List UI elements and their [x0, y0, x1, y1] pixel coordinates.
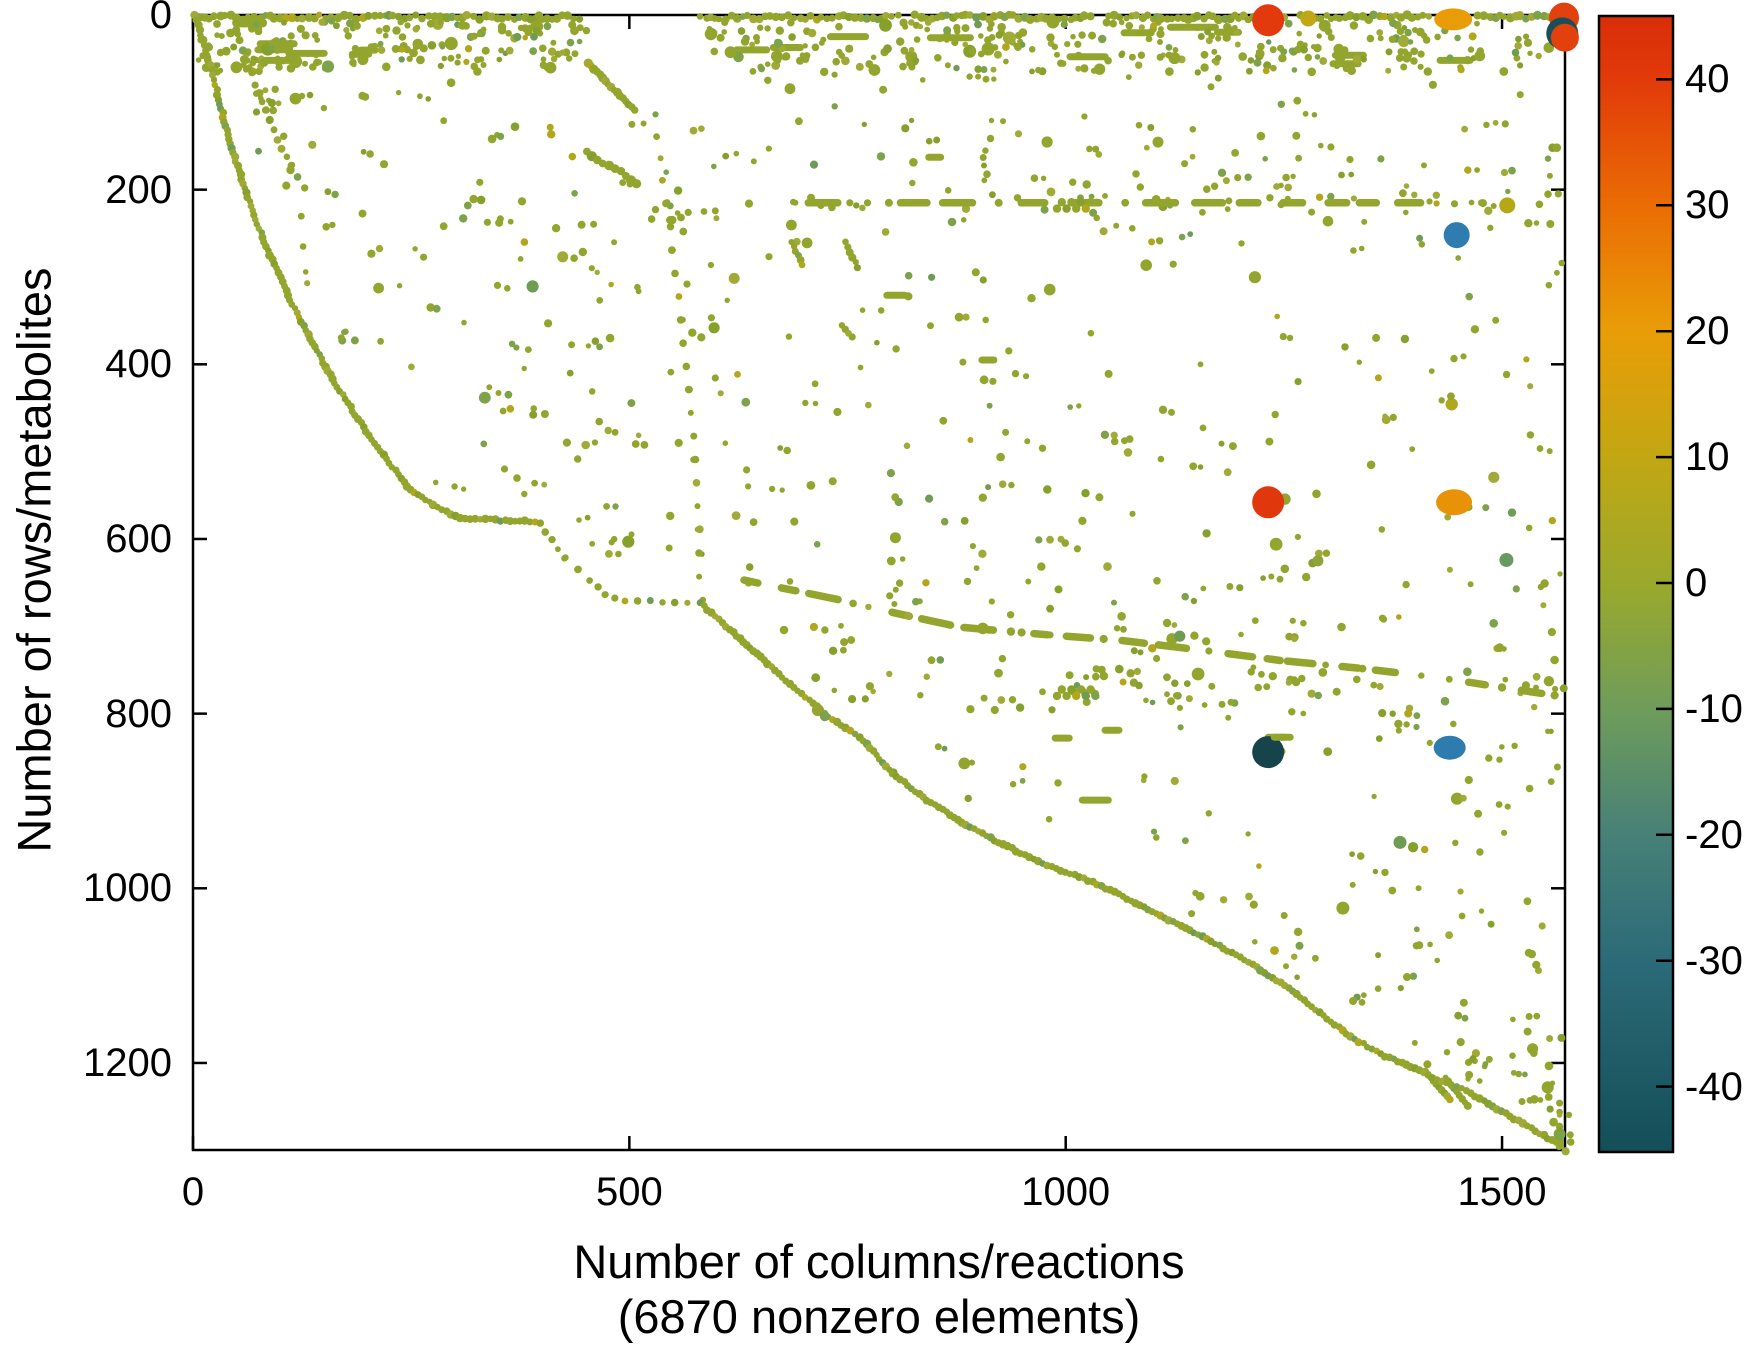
x-tick-label: 1000 — [1021, 1170, 1111, 1214]
y-tick-label: 200 — [105, 167, 172, 212]
colorbar-tick-label: 20 — [1685, 309, 1730, 354]
colorbar-tick-label: -20 — [1685, 812, 1743, 857]
x-tick-label: 0 — [181, 1170, 205, 1214]
colorbar-tick-label: 30 — [1685, 183, 1730, 228]
y-tick-label: 800 — [105, 691, 172, 736]
colorbar-tick-label: 0 — [1685, 561, 1708, 605]
y-tick-label: 1200 — [83, 1040, 172, 1085]
colorbar-tick-label: -30 — [1685, 938, 1743, 983]
colorbar-tick-label: 10 — [1685, 435, 1730, 480]
colorbar-tick-label: -10 — [1685, 686, 1743, 731]
x-tick-label: 1500 — [1457, 1170, 1547, 1214]
colorbar-tick-label: -40 — [1685, 1064, 1743, 1109]
colorbar-tick-label: 40 — [1685, 57, 1730, 102]
y-axis-title: Number of rows/metabolites — [7, 267, 61, 853]
y-tick-label: 1000 — [83, 866, 172, 911]
x-axis-subtitle: (6870 nonzero elements) — [617, 1290, 1141, 1343]
y-tick-label: 400 — [105, 342, 172, 387]
x-tick-label: 500 — [595, 1170, 663, 1214]
y-tick-label: 600 — [105, 516, 172, 561]
y-tick-label: 0 — [149, 0, 172, 37]
x-axis-title: Number of columns/reactions — [573, 1235, 1185, 1288]
